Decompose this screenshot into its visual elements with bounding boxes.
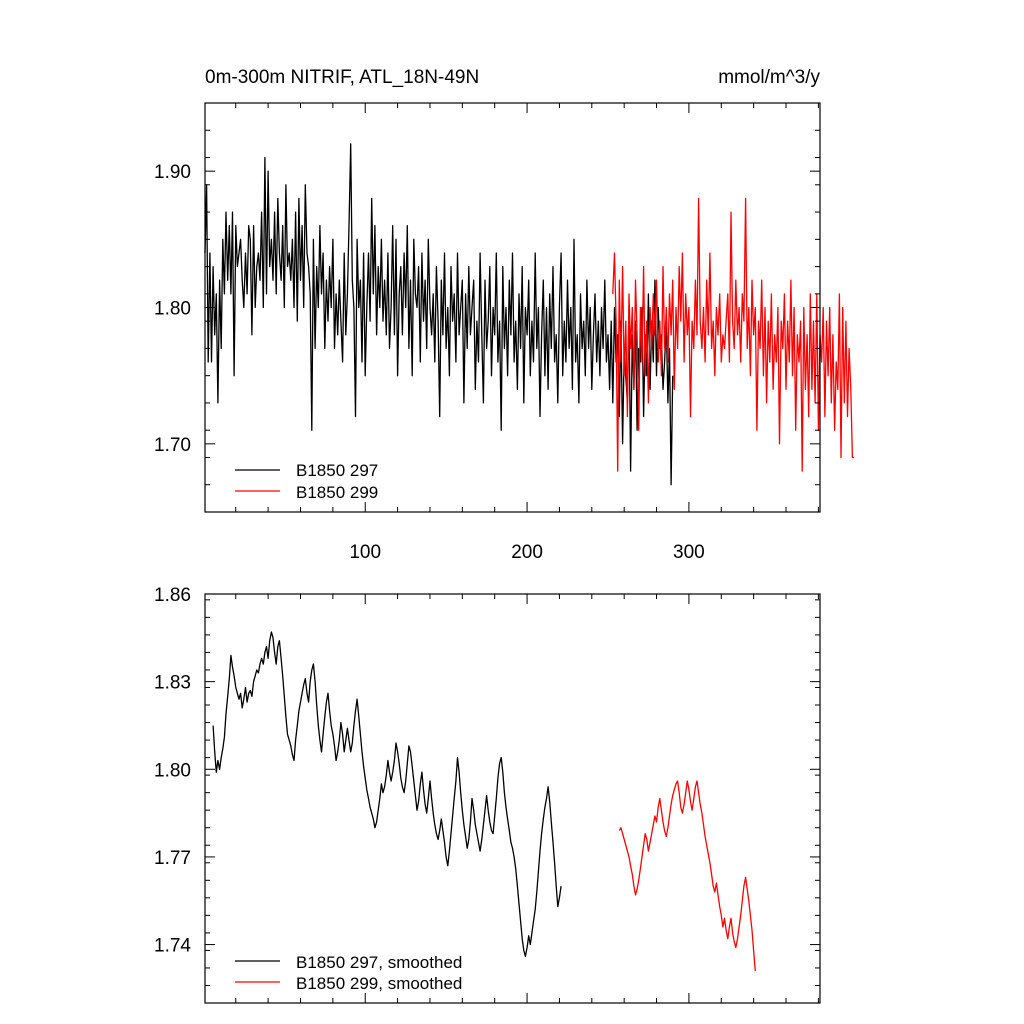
smoothed-y-tick-label: 1.77: [154, 848, 191, 869]
annual-series-layer: [204, 143, 854, 486]
smoothed-series-line-0: [212, 631, 562, 957]
annual-y-tick-label: 1.90: [154, 162, 191, 183]
smoothed-legend: B1850 297, smoothed B1850 299, smoothed: [235, 953, 462, 993]
smoothed-y-tick-label: 1.80: [154, 760, 191, 781]
units-label: mmol/m^3/y: [718, 67, 820, 88]
legend-label-299-smoothed: B1850 299, smoothed: [296, 974, 462, 993]
annual-y-tick-label: 1.80: [154, 299, 191, 320]
legend-label-297-smoothed: B1850 297, smoothed: [296, 953, 462, 972]
smoothed-series-layer: [212, 631, 756, 971]
annual-plot-frame: [204, 102, 821, 513]
annual-panel: 1.70 1.80 1.90 100 200 300 B1850 297 B1850 29…: [154, 102, 854, 563]
annual-x-tick-label: 300: [673, 542, 705, 563]
smoothed-y-tick-label: 1.74: [154, 936, 191, 957]
annual-x-tick-label: 100: [349, 542, 381, 563]
legend-label-299: B1850 299: [296, 483, 378, 502]
smoothed-y-tick-label: 1.83: [154, 673, 191, 694]
smoothed-panel: 1.74 1.77 1.80 1.83 1.86 B1850 297, smoothed…: [154, 585, 821, 1004]
annual-series-line-1: [612, 197, 854, 472]
legend-label-297: B1850 297: [296, 461, 378, 480]
annual-y-tick-label: 1.70: [154, 435, 191, 456]
annual-legend: B1850 297 B1850 299: [235, 461, 378, 502]
smoothed-plot-frame: [204, 593, 821, 1004]
smoothed-series-line-1: [618, 780, 756, 971]
annual-series-line-0: [204, 143, 674, 486]
chart-title: 0m-300m NITRIF, ATL_18N-49N: [205, 67, 479, 88]
annual-x-tick-label: 200: [511, 542, 543, 563]
smoothed-tick-layer: 1.74 1.77 1.80 1.83 1.86: [154, 585, 820, 1004]
annual-tick-layer: 1.70 1.80 1.90 100 200 300: [154, 102, 820, 563]
smoothed-y-tick-label: 1.86: [154, 585, 191, 606]
